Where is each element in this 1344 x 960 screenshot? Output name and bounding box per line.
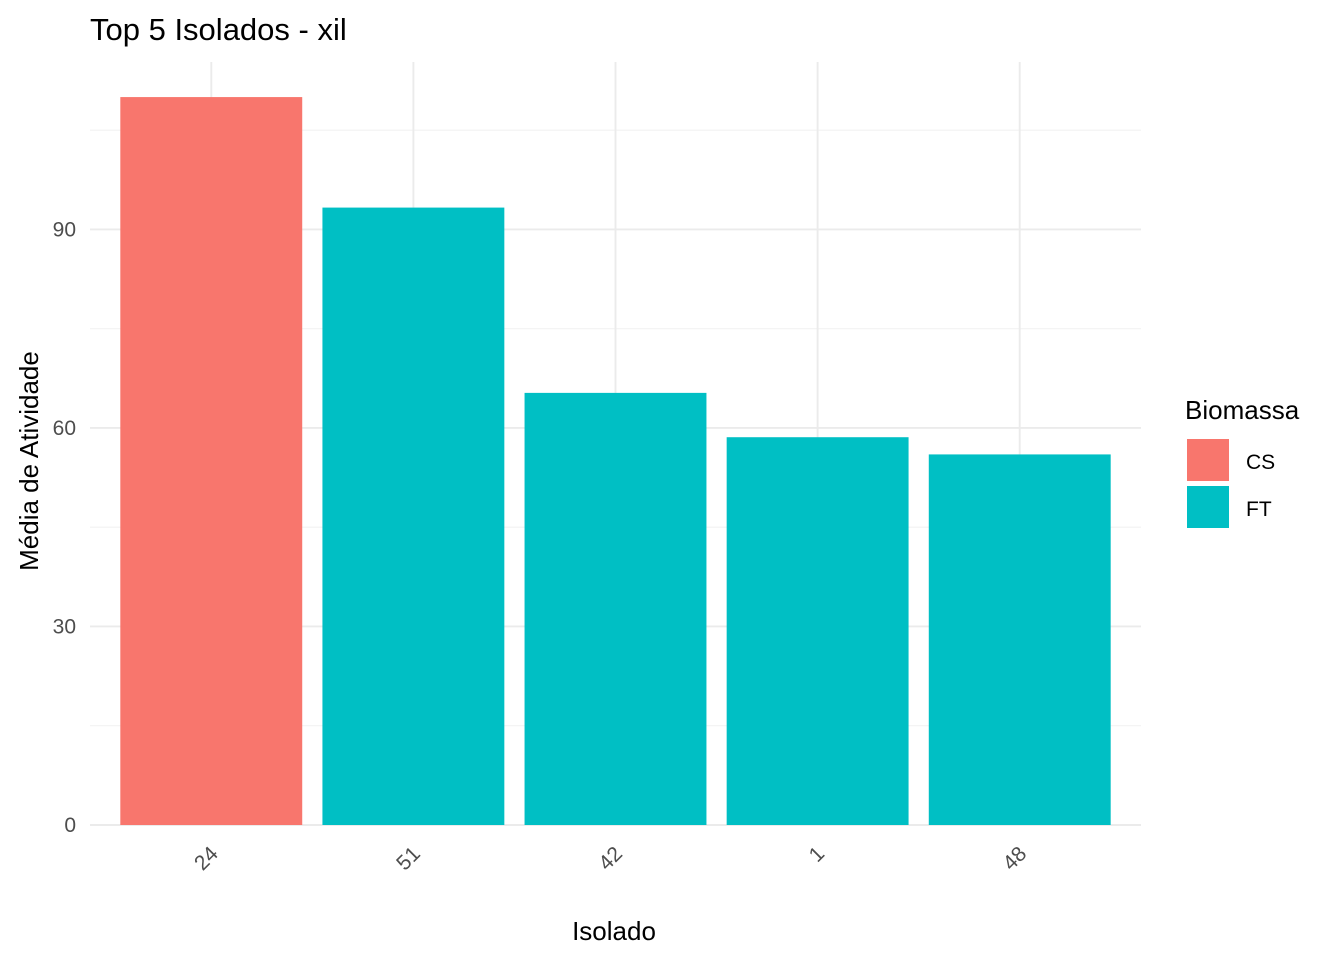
x-axis-title: Isolado bbox=[572, 916, 656, 946]
y-tick-label: 90 bbox=[53, 218, 76, 241]
y-tick-label: 0 bbox=[64, 814, 76, 837]
y-tick-label: 30 bbox=[53, 615, 76, 638]
x-tick-label: 42 bbox=[594, 842, 627, 875]
y-axis-ticks: 0 30 60 90 bbox=[53, 218, 76, 837]
bar-1 bbox=[726, 437, 909, 825]
x-tick-label: 1 bbox=[805, 842, 830, 867]
bar-24 bbox=[120, 97, 303, 825]
y-axis-title: Média de Atividade bbox=[14, 351, 44, 571]
y-tick-label: 60 bbox=[53, 417, 76, 440]
bar-48 bbox=[928, 454, 1111, 825]
legend-key-CS bbox=[1187, 439, 1229, 481]
bar-51 bbox=[322, 207, 505, 825]
legend-title: Biomassa bbox=[1185, 395, 1300, 425]
x-tick-label: 48 bbox=[998, 842, 1031, 875]
x-axis-ticks: 24 51 42 1 48 bbox=[190, 842, 1031, 875]
legend-label: CS bbox=[1246, 451, 1275, 474]
legend-label: FT bbox=[1246, 498, 1272, 521]
legend: Biomassa CS FT bbox=[1185, 395, 1300, 528]
bar-42 bbox=[524, 392, 707, 825]
x-tick-label: 51 bbox=[392, 842, 425, 875]
legend-key-FT bbox=[1187, 486, 1229, 528]
bars bbox=[120, 97, 1111, 825]
chart-title: Top 5 Isolados - xil bbox=[90, 12, 347, 47]
x-tick-label: 24 bbox=[190, 842, 223, 875]
